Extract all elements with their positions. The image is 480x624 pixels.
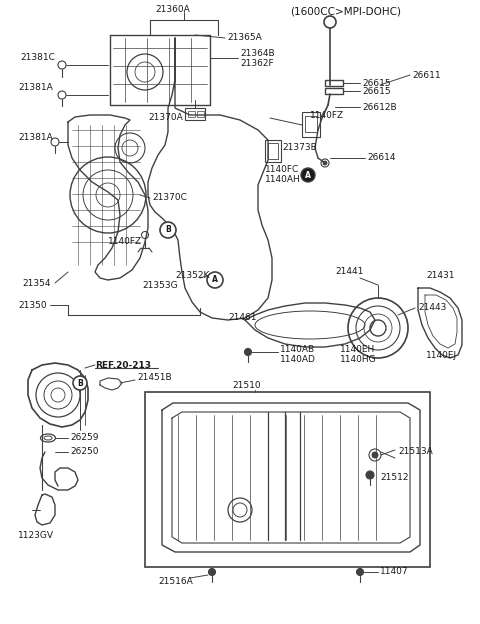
Circle shape [301, 168, 315, 182]
Text: B: B [165, 225, 171, 235]
Text: 21365A: 21365A [227, 32, 262, 42]
Text: 26250: 26250 [70, 447, 98, 457]
Bar [145, 392, 430, 567]
Circle shape [372, 452, 378, 458]
Text: 1140AH: 1140AH [265, 175, 301, 185]
Text: 21360A: 21360A [155, 6, 190, 14]
Text: 21431: 21431 [426, 270, 455, 280]
Text: 21352K: 21352K [175, 270, 209, 280]
Text: 21513A: 21513A [398, 447, 433, 457]
Bar [325, 88, 343, 94]
Text: 1140EH: 1140EH [340, 346, 375, 354]
Text: 21381A: 21381A [18, 84, 53, 92]
Text: 26612B: 26612B [362, 102, 396, 112]
Bar [197, 111, 204, 117]
Bar [185, 108, 205, 120]
Text: 21441: 21441 [335, 268, 363, 276]
Text: 1140HG: 1140HG [340, 356, 377, 364]
Bar [268, 143, 278, 159]
Text: 1140AD: 1140AD [280, 356, 316, 364]
Text: 21510: 21510 [232, 381, 261, 389]
Text: 26615: 26615 [362, 87, 391, 95]
Text: 21370C: 21370C [152, 193, 187, 203]
Text: 26259: 26259 [70, 434, 98, 442]
Bar [305, 116, 317, 132]
Text: B: B [77, 379, 83, 388]
Text: A: A [212, 276, 218, 285]
Text: 1140AB: 1140AB [280, 346, 315, 354]
Text: 21451B: 21451B [137, 374, 172, 383]
Bar [188, 111, 195, 117]
Text: A: A [305, 170, 311, 180]
Text: 11407: 11407 [380, 567, 408, 577]
Text: 21381A: 21381A [18, 134, 53, 142]
Text: 21516A: 21516A [158, 577, 193, 587]
Circle shape [207, 272, 223, 288]
Text: 21354: 21354 [22, 278, 50, 288]
Circle shape [357, 568, 363, 575]
Text: 26611: 26611 [412, 71, 441, 79]
Text: 26615: 26615 [362, 79, 391, 87]
Bar [302, 112, 320, 137]
Text: 21461: 21461 [228, 313, 256, 323]
Text: 21350: 21350 [18, 301, 47, 310]
Text: REF.20-213: REF.20-213 [95, 361, 151, 369]
Circle shape [160, 222, 176, 238]
Text: 21370A: 21370A [148, 114, 183, 122]
Text: 1123GV: 1123GV [18, 530, 54, 540]
Circle shape [366, 471, 374, 479]
Circle shape [244, 348, 252, 356]
Text: 1140FZ: 1140FZ [310, 110, 344, 120]
Text: 21512: 21512 [380, 474, 408, 482]
Text: 26614: 26614 [367, 154, 396, 162]
Bar [265, 140, 281, 162]
Text: 21364B: 21364B [240, 49, 275, 59]
Text: 21362F: 21362F [240, 59, 274, 69]
Circle shape [323, 161, 327, 165]
Bar [325, 80, 343, 86]
Text: 21443: 21443 [418, 303, 446, 313]
Text: 21353G: 21353G [142, 281, 178, 290]
Text: 1140EJ: 1140EJ [426, 351, 457, 359]
Text: 1140FZ: 1140FZ [108, 238, 142, 246]
Circle shape [73, 376, 87, 390]
Text: 1140FC: 1140FC [265, 165, 299, 175]
Text: 21373B: 21373B [282, 144, 317, 152]
Text: (1600CC>MPI-DOHC): (1600CC>MPI-DOHC) [290, 7, 401, 17]
Text: 21381C: 21381C [20, 52, 55, 62]
Circle shape [208, 568, 216, 575]
